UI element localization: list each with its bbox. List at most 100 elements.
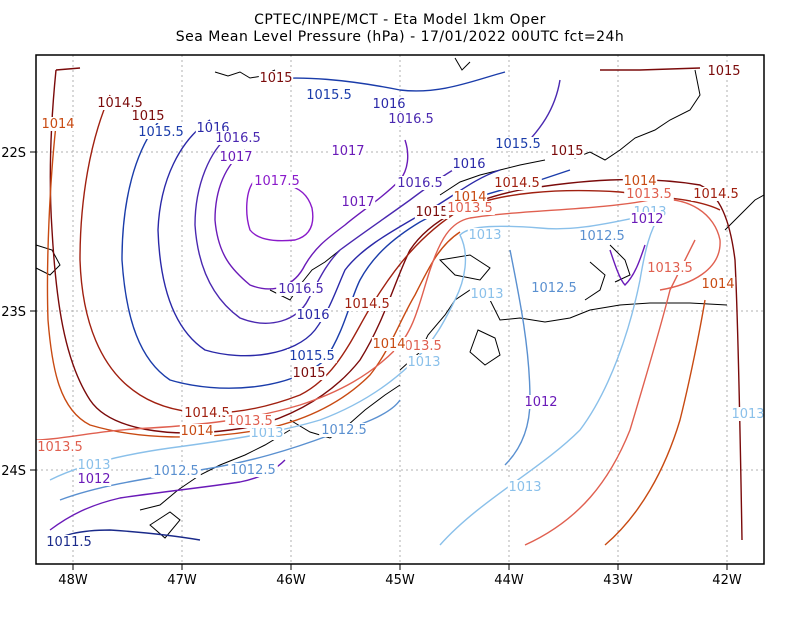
contour-label-background	[730, 407, 766, 421]
contour-label-background	[136, 125, 186, 139]
contour-label: 1014.5	[693, 187, 739, 202]
contour-label-background	[182, 406, 232, 420]
lat-tick-label: 22S	[1, 146, 26, 161]
contour-label-background	[493, 137, 543, 151]
contour-label-background	[319, 423, 369, 437]
contour-label: 1013.5	[396, 339, 442, 354]
contour-label-background	[414, 205, 450, 219]
contour-label: 1013	[77, 458, 110, 473]
contour-label-background	[295, 308, 331, 322]
contour-label-background	[304, 88, 354, 102]
contour-label-background	[629, 212, 665, 226]
contour-label: 1015.5	[289, 349, 335, 364]
contour-label-background	[249, 426, 285, 440]
contour-label-background	[371, 97, 407, 111]
contour-label-background	[507, 480, 543, 494]
coastline	[35, 57, 765, 539]
contour-label: 1012	[77, 472, 110, 487]
lon-tick-label: 43W	[603, 573, 633, 588]
contour-label-background	[706, 64, 742, 78]
contour-label-background	[258, 71, 294, 85]
contour-label-background	[130, 109, 166, 123]
contour-label-background	[691, 187, 741, 201]
contour-label: 1015	[292, 366, 325, 381]
contour-label: 1012.5	[153, 464, 199, 479]
contour-label-background	[291, 366, 327, 380]
contour-label: 1013	[731, 407, 764, 422]
contour-label: 1012	[524, 395, 557, 410]
lat-tick-label: 24S	[1, 464, 26, 479]
contour-label-background	[469, 287, 505, 301]
contour-label: 1015	[550, 144, 583, 159]
contour-label-background	[452, 190, 488, 204]
contour-label: 1012.5	[321, 423, 367, 438]
contour-label-background	[395, 176, 445, 190]
contour-label: 1014	[372, 337, 405, 352]
contour-label-background	[213, 131, 263, 145]
contour-label: 1015.5	[495, 137, 541, 152]
contour-label: 1011.5	[46, 535, 92, 550]
contour-label: 1017	[331, 144, 364, 159]
contour-label: 1013.5	[227, 414, 273, 429]
contour-label: 1015	[415, 205, 448, 220]
contour-label-background	[386, 112, 436, 126]
contour-label-background	[394, 339, 444, 353]
contour-label: 1016.5	[215, 131, 261, 146]
contour-label-background	[529, 281, 579, 295]
contour-label-background	[549, 144, 585, 158]
contour-label-background	[218, 150, 254, 164]
contour-label-background	[445, 201, 495, 215]
contour-label: 1013	[508, 480, 541, 495]
contour-label: 1014.5	[184, 406, 230, 421]
contour-label-background	[276, 282, 326, 296]
contour-label-background	[76, 472, 112, 486]
contour-label: 1014.5	[494, 176, 540, 191]
contour-label-background	[76, 458, 112, 472]
contour-label-background	[645, 261, 695, 275]
contour-label: 1014	[180, 424, 213, 439]
lat-tick-label: 23S	[1, 305, 26, 320]
contour-label: 1012.5	[230, 463, 276, 478]
contour-label-background	[622, 174, 658, 188]
contour-label: 1015.5	[138, 125, 184, 140]
contour-label-background	[577, 229, 627, 243]
contour-label: 1013.5	[447, 201, 493, 216]
axis-ticks	[30, 151, 728, 570]
contour-label: 1015.5	[306, 88, 352, 103]
contour-label: 1016	[452, 157, 485, 172]
contour-label-background	[406, 355, 442, 369]
lon-tick-label: 46W	[276, 573, 306, 588]
contour-label-background	[492, 176, 542, 190]
lon-tick-label: 42W	[712, 573, 742, 588]
contour-label: 1012.5	[531, 281, 577, 296]
contour-label: 1016.5	[397, 176, 443, 191]
contour-label-background	[35, 440, 85, 454]
contour-label: 1016.5	[278, 282, 324, 297]
contour-label-background	[330, 144, 366, 158]
map-title-line2: Sea Mean Level Pressure (hPa) - 17/01/20…	[175, 29, 625, 45]
contour-label: 1017	[341, 195, 374, 210]
contour-label-background	[228, 463, 278, 477]
contour-label: 1013	[407, 355, 440, 370]
contour-label-background	[700, 277, 736, 291]
contour-label: 1016	[372, 97, 405, 112]
contour-label-background	[40, 117, 76, 131]
contour-label: 1013.5	[626, 187, 672, 202]
contour-label: 1014.5	[344, 297, 390, 312]
contour-label: 1013.5	[37, 440, 83, 455]
contour-label: 1013	[468, 228, 501, 243]
contour-label-background	[371, 337, 407, 351]
map-title-line1: CPTEC/INPE/MCT - Eta Model 1km Oper	[254, 12, 546, 28]
contour-label: 1016.5	[388, 112, 434, 127]
contour-label-background	[467, 228, 503, 242]
contour-label-background	[287, 349, 337, 363]
contour-label-background	[451, 157, 487, 171]
contour-label: 1013	[250, 426, 283, 441]
contour-label-background	[342, 297, 392, 311]
contour-label-background	[179, 424, 215, 438]
lon-tick-label: 47W	[167, 573, 197, 588]
contour-label: 1016	[296, 308, 329, 323]
contour-label: 1017	[219, 150, 252, 165]
contour-label: 1015	[707, 64, 740, 79]
